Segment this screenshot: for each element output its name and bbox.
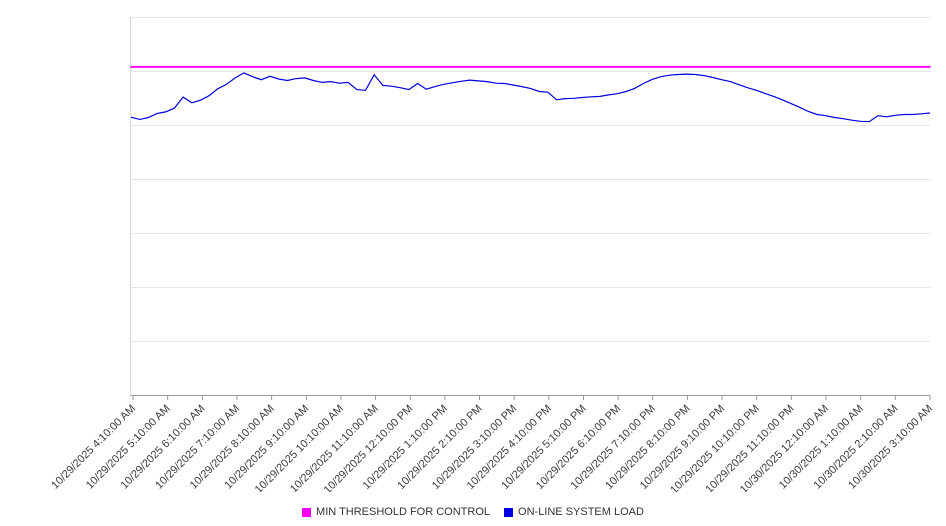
load-line	[130, 72, 931, 123]
chart-legend: MIN THRESHOLD FOR CONTROL ON-LINE SYSTEM…	[0, 506, 946, 518]
legend-swatch-load	[504, 507, 514, 517]
legend-item-load[interactable]: ON-LINE SYSTEM LOAD	[504, 506, 644, 518]
gridlines	[130, 17, 931, 342]
legend-swatch-threshold	[302, 507, 312, 517]
legend-item-threshold[interactable]: MIN THRESHOLD FOR CONTROL	[302, 506, 490, 518]
x-axis-ticks	[132, 396, 931, 400]
legend-label-threshold: MIN THRESHOLD FOR CONTROL	[316, 506, 491, 518]
legend-label-load: ON-LINE SYSTEM LOAD	[518, 506, 644, 518]
